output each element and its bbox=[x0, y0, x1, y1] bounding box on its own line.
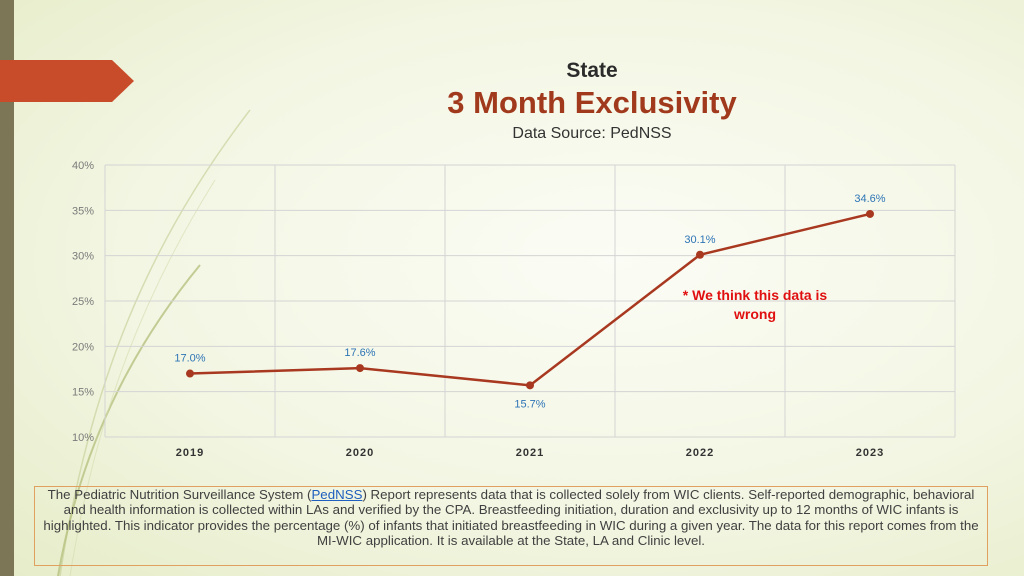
y-tick-label: 15% bbox=[72, 387, 94, 399]
x-tick-label: 2021 bbox=[516, 447, 544, 459]
data-label: 17.0% bbox=[174, 353, 205, 365]
x-tick-label: 2022 bbox=[686, 447, 714, 459]
data-source-label: Data Source: PedNSS bbox=[512, 125, 672, 142]
y-tick-label: 40% bbox=[72, 160, 94, 172]
y-tick-label: 10% bbox=[72, 432, 94, 444]
footnote-text-start: The Pediatric Nutrition Surveillance Sys… bbox=[47, 487, 312, 502]
chart-title: 3 Month Exclusivity bbox=[447, 85, 737, 120]
annotation-text-line1: * We think this data is bbox=[683, 287, 828, 303]
y-tick-label: 30% bbox=[72, 251, 94, 263]
chart-header: State 3 Month Exclusivity Data Source: P… bbox=[380, 58, 804, 144]
annotation-text-line2: wrong bbox=[733, 306, 776, 322]
y-tick-label: 35% bbox=[72, 205, 94, 217]
x-tick-label: 2023 bbox=[856, 447, 884, 459]
footnote-text-end: ) Report represents data that is collect… bbox=[43, 487, 979, 549]
region-label: State bbox=[566, 59, 618, 82]
data-label: 17.6% bbox=[344, 347, 375, 359]
data-point bbox=[526, 381, 534, 390]
data-point bbox=[866, 209, 874, 218]
data-point bbox=[356, 364, 364, 373]
data-label: 30.1% bbox=[684, 234, 715, 246]
pednss-link[interactable]: PedNSS bbox=[311, 487, 363, 502]
left-accent-bar bbox=[0, 0, 14, 576]
x-tick-label: 2019 bbox=[176, 447, 204, 459]
data-point bbox=[696, 250, 704, 259]
y-tick-label: 20% bbox=[72, 341, 94, 353]
data-point bbox=[186, 369, 194, 378]
decorative-swoosh bbox=[57, 109, 251, 576]
y-tick-label: 25% bbox=[72, 296, 94, 308]
data-label: 34.6% bbox=[854, 193, 885, 205]
footnote-box: The Pediatric Nutrition Surveillance Sys… bbox=[34, 486, 988, 566]
x-tick-label: 2020 bbox=[346, 447, 374, 459]
data-label: 15.7% bbox=[514, 398, 545, 410]
accent-arrow-tab bbox=[0, 60, 134, 102]
